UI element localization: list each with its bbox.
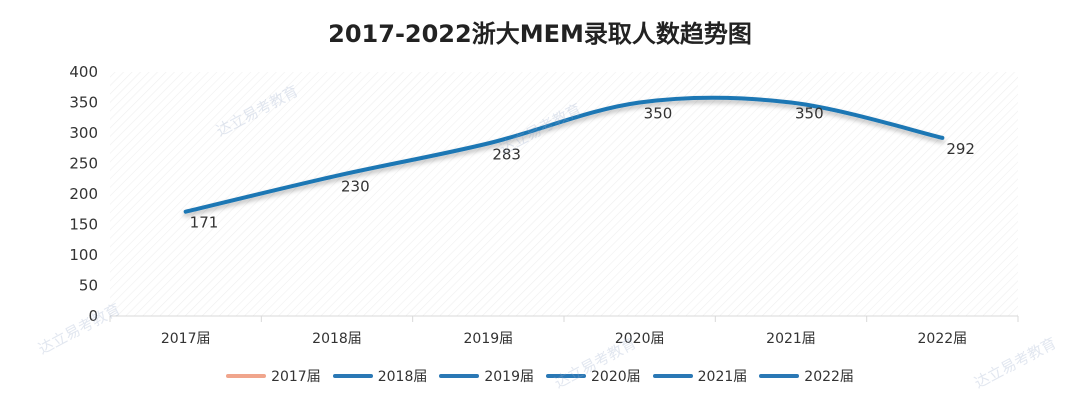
data-label: 230 [341, 178, 370, 196]
legend-label: 2020届 [591, 369, 641, 385]
legend-swatch [652, 374, 693, 378]
y-tick-label: 250 [69, 155, 98, 173]
y-tick-label: 100 [69, 246, 98, 264]
y-tick-label: 150 [69, 216, 98, 234]
chart-legend: 2017届 2018届 2019届 2020届 2021届 2022届 [0, 366, 1080, 386]
data-label: 350 [795, 105, 824, 123]
x-tick-label: 2018届 [312, 331, 362, 347]
x-tick-label: 2020届 [615, 331, 665, 347]
legend-item[interactable]: 2018届 [332, 366, 428, 386]
x-tick-label: 2017届 [161, 331, 211, 347]
y-tick-label: 0 [88, 307, 98, 325]
y-tick-label: 200 [69, 185, 98, 203]
legend-item[interactable]: 2021届 [652, 366, 748, 386]
legend-swatch [439, 374, 480, 378]
data-label: 350 [644, 105, 673, 123]
legend-label: 2022届 [804, 369, 854, 385]
x-tick-label: 2019届 [464, 331, 514, 347]
legend-swatch [546, 374, 586, 378]
legend-label: 2019届 [484, 369, 534, 385]
data-label: 171 [190, 214, 219, 232]
y-tick-label: 350 [69, 94, 98, 112]
plot-area [110, 72, 1018, 316]
legend-item[interactable]: 2017届 [226, 366, 321, 386]
legend-label: 2017届 [271, 369, 321, 385]
legend-swatch [332, 374, 373, 378]
legend-swatch [226, 374, 267, 378]
x-tick-label: 2022届 [918, 331, 968, 347]
legend-item[interactable]: 2020届 [546, 366, 641, 386]
y-tick-label: 50 [79, 277, 98, 295]
y-tick-label: 400 [69, 63, 98, 81]
legend-item[interactable]: 2022届 [759, 366, 854, 386]
legend-item[interactable]: 2019届 [439, 366, 534, 386]
x-tick-label: 2021届 [766, 331, 816, 347]
y-tick-label: 300 [69, 124, 98, 142]
series-line [183, 95, 945, 214]
data-label: 283 [492, 145, 521, 163]
legend-label: 2021届 [697, 369, 748, 385]
legend-label: 2018届 [377, 369, 428, 385]
data-label: 292 [946, 140, 975, 158]
chart-title: 2017-2022浙大MEM录取人数趋势图 [328, 20, 752, 48]
legend-swatch [759, 374, 800, 378]
